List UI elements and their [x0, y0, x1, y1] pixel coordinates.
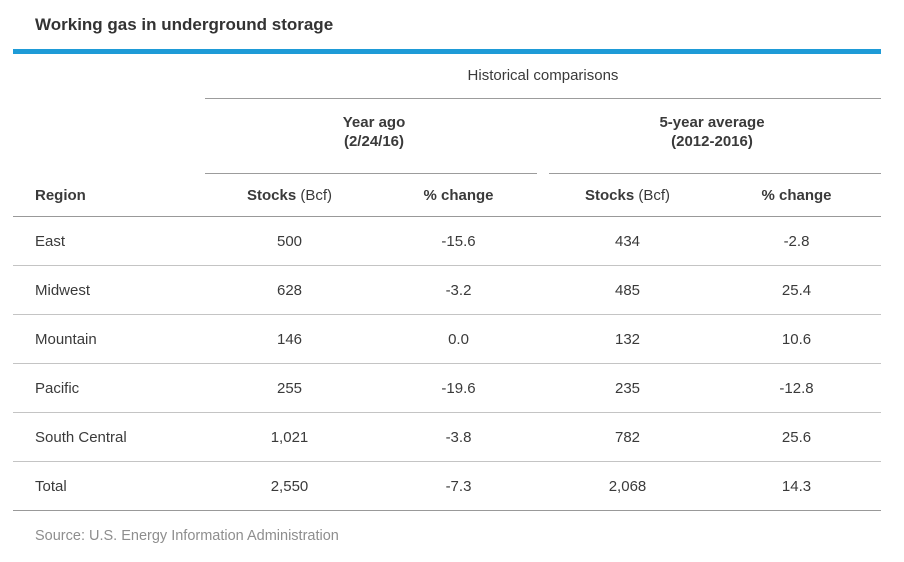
value-cell: 500: [276, 232, 303, 250]
value-cell: -15.6: [441, 232, 476, 250]
region-cell: Mountain: [35, 330, 97, 348]
five-year-average-label: 5-year average: [659, 114, 765, 131]
region-cell: Total: [35, 477, 67, 495]
value-cell: -3.8: [445, 428, 472, 446]
year-ago-date: (2/24/16): [343, 133, 405, 150]
avg-pct-change-column-header: % change: [761, 186, 832, 204]
value-cell: 14.3: [781, 477, 812, 495]
value-cell: -12.8: [779, 379, 814, 397]
value-cell: 0.0: [448, 330, 469, 348]
region-cell: Pacific: [35, 379, 80, 397]
value-cell: 10.6: [781, 330, 812, 348]
value-cell: 132: [614, 330, 641, 348]
five-year-average-group-header: 5-year average (2012-2016): [543, 99, 881, 174]
table-row: East 500 -15.6 434 -2.8: [13, 217, 881, 266]
table-row: Mountain 146 0.0 132 10.6: [13, 315, 881, 364]
avg-stocks-column-header: Stocks (Bcf): [543, 187, 712, 204]
table-body: East 500 -15.6 434 -2.8 Midwest 628 -3.2 485 25.4…: [13, 217, 881, 511]
value-cell: -19.6: [441, 379, 476, 397]
group-underline: [549, 173, 881, 174]
region-cell: East: [35, 232, 66, 250]
table-row: Pacific 255 -19.6 235 -12.8: [13, 364, 881, 413]
value-cell: -7.3: [445, 477, 472, 495]
value-cell: -3.2: [445, 281, 472, 299]
table-row: Total 2,550 -7.3 2,068 14.3: [13, 462, 881, 511]
historical-comparisons-header: Historical comparisons: [205, 54, 881, 99]
region-cell: Midwest: [35, 281, 91, 299]
year-ago-group-header: Year ago (2/24/16): [205, 99, 543, 174]
source-note: Source: U.S. Energy Information Administ…: [35, 528, 339, 544]
region-cell: South Central: [35, 428, 127, 446]
group-underline: [205, 173, 537, 174]
working-gas-storage-table-page: Working gas in underground storage Histo…: [13, 15, 881, 544]
value-cell: 255: [276, 379, 303, 397]
region-column-header: Region: [35, 186, 86, 204]
stocks-label: Stocks: [584, 186, 635, 204]
year-ago-stocks-column-header: Stocks (Bcf): [205, 187, 374, 204]
region-column-spacer: [13, 54, 205, 99]
value-cell: 25.6: [781, 428, 812, 446]
column-header-row: Region Stocks (Bcf) % change Stocks (Bcf…: [13, 174, 881, 217]
value-cell: 782: [614, 428, 641, 446]
storage-table: Historical comparisons Year ago (2/24/16…: [13, 54, 881, 511]
value-cell: 485: [614, 281, 641, 299]
value-cell: 2,068: [608, 477, 647, 495]
stocks-label: Stocks: [246, 186, 297, 204]
table-row: South Central 1,021 -3.8 782 25.6: [13, 413, 881, 462]
column-group-header-row: Year ago (2/24/16) 5-year average (2012-…: [13, 99, 881, 174]
table-row: Midwest 628 -3.2 485 25.4: [13, 266, 881, 315]
year-ago-label: Year ago: [342, 114, 406, 131]
region-column-spacer: [13, 99, 205, 174]
value-cell: 2,550: [270, 477, 309, 495]
value-cell: 434: [614, 232, 641, 250]
five-year-average-range: (2012-2016): [671, 133, 753, 150]
historical-comparisons-row: Historical comparisons: [13, 54, 881, 99]
year-ago-pct-change-column-header: % change: [423, 186, 494, 204]
stocks-unit-label: (Bcf): [300, 186, 333, 204]
stocks-unit-label: (Bcf): [638, 186, 671, 204]
value-cell: -2.8: [783, 232, 810, 250]
value-cell: 235: [614, 379, 641, 397]
value-cell: 146: [276, 330, 303, 348]
value-cell: 25.4: [781, 281, 812, 299]
title-accent-bar: [13, 49, 881, 54]
page-title: Working gas in underground storage: [35, 15, 334, 34]
value-cell: 628: [276, 281, 303, 299]
value-cell: 1,021: [270, 428, 309, 446]
